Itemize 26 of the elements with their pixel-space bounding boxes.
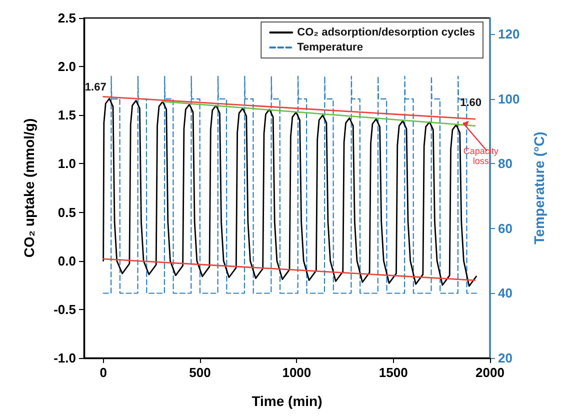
y-tick-label: 2.5 <box>58 10 76 26</box>
y2-tick-label: 60 <box>498 220 512 236</box>
y-tick-label: 0.5 <box>58 204 76 220</box>
y-tick-label: 0.0 <box>58 253 76 268</box>
y2-tick-label: 100 <box>498 91 520 106</box>
x-tick-label: 2000 <box>476 365 504 380</box>
y-tick-label: -1.0 <box>54 350 76 366</box>
y2-axis-title: Temperature (°C) <box>531 132 547 244</box>
x-tick-label: 1000 <box>282 365 312 380</box>
annotation: 1.67 <box>84 82 106 94</box>
y2-tick-label: 40 <box>498 286 512 301</box>
y2-tick-label: 80 <box>498 156 512 172</box>
y-axis-title: CO₂ uptake (mmol/g) <box>21 118 37 258</box>
x-tick-label: 500 <box>189 365 211 380</box>
legend-label: CO₂ adsorption/desorption cycles <box>297 26 476 38</box>
y-tick-label: 1.5 <box>58 108 76 123</box>
y-tick-label: 2.0 <box>58 59 76 74</box>
x-tick-label: 1500 <box>378 365 408 380</box>
x-tick-label: 0 <box>100 365 107 380</box>
y-tick-label: -0.5 <box>54 302 76 317</box>
x-axis-title: Time (min) <box>252 393 322 409</box>
legend-label: Temperature <box>297 42 363 54</box>
annotation: 1.60 <box>460 97 482 110</box>
y-tick-label: 1.0 <box>58 156 76 172</box>
y2-tick-label: 20 <box>498 350 512 366</box>
y2-tick-label: 120 <box>498 26 520 42</box>
